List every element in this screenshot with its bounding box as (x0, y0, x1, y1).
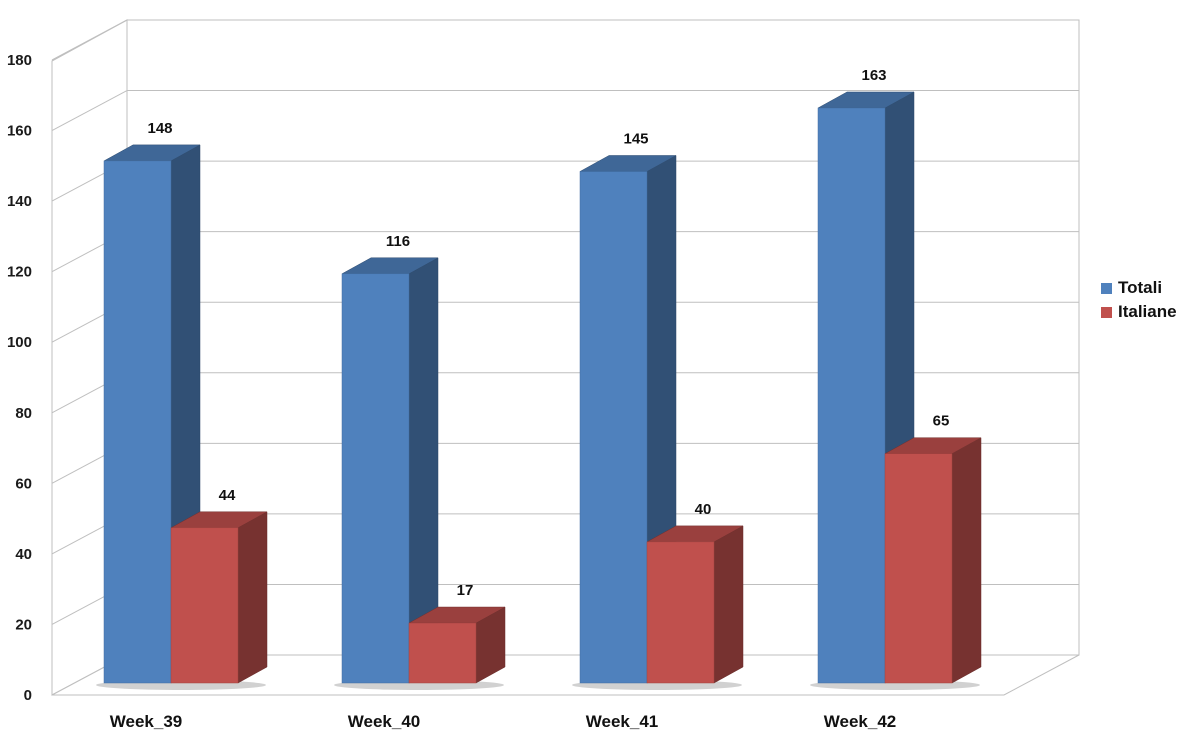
data-labels: 148 44 116 17 145 40 163 65 (147, 67, 949, 599)
gridline-side (51, 90, 128, 131)
y-tick-label: 80 (15, 405, 32, 422)
legend: Totali Italiane (1101, 276, 1177, 324)
x-tick-label: Week_42 (824, 712, 896, 731)
data-label: 148 (147, 120, 172, 137)
y-tick-label: 100 (7, 334, 32, 351)
bar-totali-week_39 (103, 144, 201, 684)
bar-italiane-week_42 (884, 437, 982, 684)
bar-side (237, 511, 268, 684)
data-label: 163 (861, 67, 886, 84)
bar-side (951, 437, 982, 684)
bar-front (408, 622, 477, 684)
data-label: 17 (457, 582, 474, 599)
y-tick-label: 160 (7, 123, 32, 140)
bar-front (579, 171, 648, 684)
x-axis-labels: Week_39 Week_40 Week_41 Week_42 (110, 712, 896, 731)
x-tick-label: Week_39 (110, 712, 182, 731)
gridline-side (51, 19, 128, 61)
data-label: 40 (695, 501, 712, 518)
legend-swatch-italiane (1101, 306, 1112, 318)
y-tick-label: 180 (7, 52, 32, 69)
y-tick-label: 60 (15, 475, 32, 492)
legend-label-italiane: Italiane (1118, 302, 1177, 321)
legend-item-totali: Totali (1101, 276, 1177, 300)
bar-front (884, 453, 953, 684)
x-tick-label: Week_40 (348, 712, 420, 731)
y-tick-label: 0 (24, 687, 32, 704)
bar-front (103, 160, 172, 684)
legend-swatch-totali (1101, 282, 1112, 294)
bar-side (713, 525, 744, 684)
bars (96, 91, 982, 690)
y-tick-label: 20 (15, 616, 32, 633)
x-tick-label: Week_41 (586, 712, 658, 731)
data-label: 116 (386, 233, 410, 250)
bar-front (646, 541, 715, 684)
data-label: 65 (933, 413, 950, 430)
legend-label-totali: Totali (1118, 278, 1163, 297)
y-axis-ticks: 0 20 40 60 80 100 120 140 160 180 (7, 52, 32, 704)
bar-totali-week_40 (341, 257, 439, 684)
bar-italiane-week_40 (408, 606, 506, 684)
legend-item-italiane: Italiane (1101, 300, 1177, 324)
data-label: 145 (623, 130, 648, 147)
bar-italiane-week_39 (170, 511, 268, 684)
bar-italiane-week_41 (646, 525, 744, 684)
y-tick-label: 140 (7, 193, 32, 210)
data-label: 44 (219, 487, 236, 504)
y-tick-label: 120 (7, 264, 32, 281)
bar-front (341, 273, 410, 684)
bar-front (170, 527, 239, 684)
bar-front (817, 107, 886, 684)
y-tick-label: 40 (15, 546, 32, 563)
